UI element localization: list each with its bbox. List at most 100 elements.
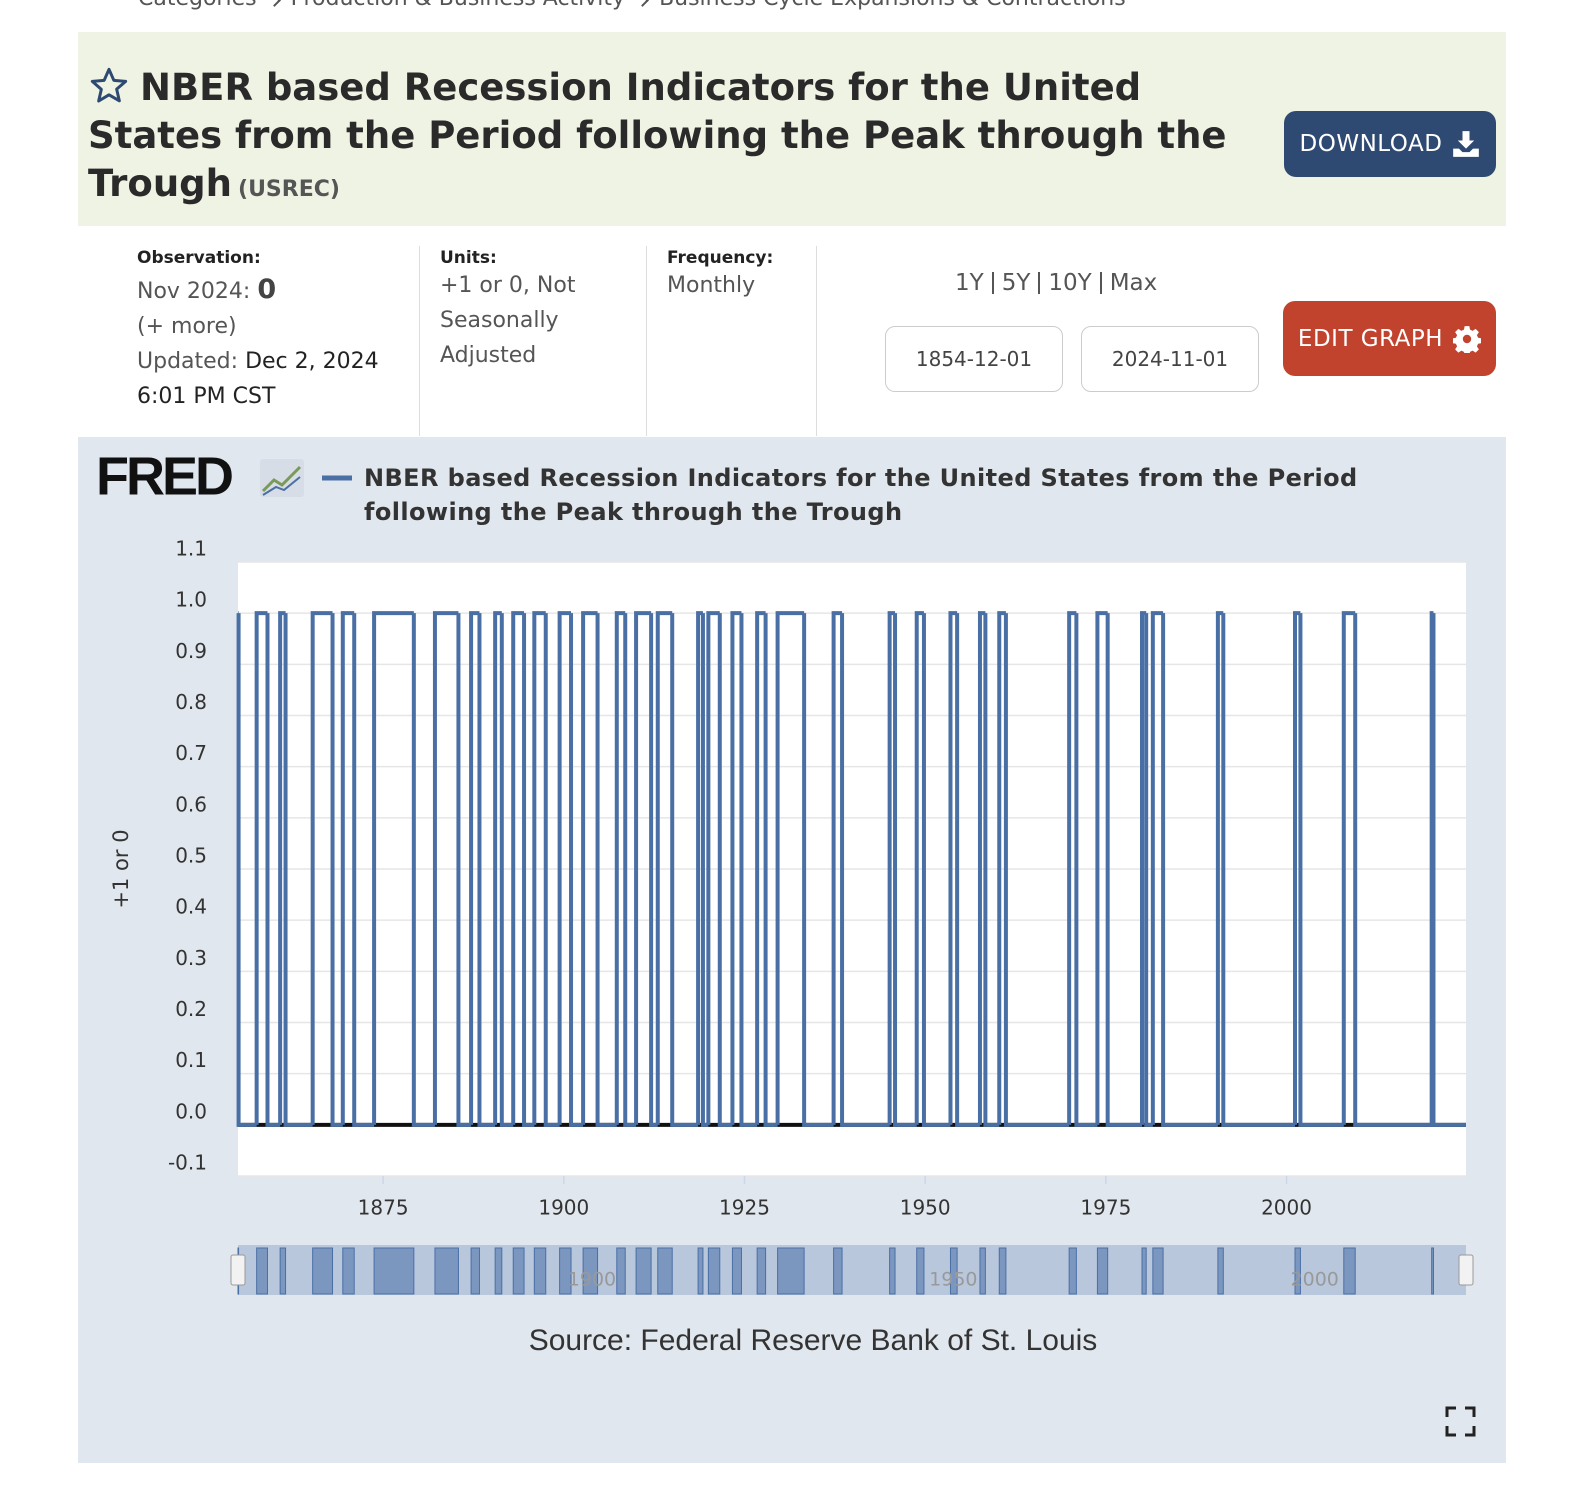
navigator-area: [777, 1247, 805, 1295]
title-text: NBER based Recession Indicators for the …: [88, 66, 1227, 205]
start-date[interactable]: 1854-12-01: [885, 326, 1063, 392]
series-step: [1150, 611, 1164, 1125]
navigator[interactable]: [238, 1245, 1466, 1295]
series-step: [614, 611, 626, 1125]
series-step: [372, 611, 414, 1125]
series-step: [1221, 613, 1295, 1127]
chart: FRED +1 or 0 Source: Federal Reserve Ban…: [96, 446, 1476, 1437]
series-step: [1067, 611, 1077, 1125]
y-tick-label: 1.0: [175, 588, 207, 612]
units-value: +1 or 0, Not Seasonally Adjusted: [440, 273, 576, 368]
navigator-area: [889, 1247, 896, 1295]
breadcrumb: Categories Production & Business Activity…: [138, 0, 1160, 11]
series-step: [532, 611, 546, 1125]
range-button[interactable]: Max: [1099, 272, 1166, 295]
series-step: [955, 613, 980, 1127]
series-step: [511, 611, 525, 1125]
navigator-area: [582, 1247, 599, 1295]
series-step: [997, 611, 1006, 1125]
navigator-area: [1217, 1247, 1224, 1295]
updated-label: Updated:: [137, 349, 239, 374]
series-step: [775, 611, 805, 1125]
series-step: [477, 613, 496, 1127]
series-step: [655, 611, 673, 1125]
y-tick-label: 0.3: [175, 946, 207, 970]
range-buttons: 1Y 5Y 10Y Max: [955, 270, 1165, 296]
end-date[interactable]: 2024-11-01: [1081, 326, 1259, 392]
observation-value: 0: [257, 274, 277, 305]
more-link[interactable]: (+ more): [137, 314, 237, 339]
navigator-area: [1431, 1247, 1434, 1295]
series-step: [1298, 613, 1344, 1127]
navigator-tick-label: 1900: [568, 1269, 616, 1291]
series-title: NBER based Recession Indicators for the …: [88, 64, 1273, 214]
series-step: [670, 613, 699, 1127]
series-step: [948, 611, 958, 1125]
series-step: [1431, 613, 1466, 1127]
series-step: [623, 613, 637, 1127]
label: Frequency:: [667, 248, 774, 268]
navigator-area: [470, 1247, 480, 1295]
series-step: [581, 611, 598, 1125]
fullscreen-icon[interactable]: [1445, 1406, 1476, 1437]
download-button[interactable]: DOWNLOAD: [1284, 111, 1496, 177]
divider: [816, 246, 817, 436]
series-step: [543, 613, 560, 1127]
x-tick-label: 2000: [1261, 1196, 1312, 1220]
y-axis-title: +1 or 0: [109, 829, 133, 908]
breadcrumb-link[interactable]: Production & Business Activity: [291, 0, 625, 11]
download-label: DOWNLOAD: [1299, 131, 1443, 157]
label: Observation:: [137, 248, 261, 268]
edit-graph-button[interactable]: EDIT GRAPH: [1283, 301, 1496, 376]
source: Source: Federal Reserve Bank of St. Loui…: [529, 1324, 1098, 1357]
x-tick-label: 1925: [719, 1196, 770, 1220]
y-tick-label: 0.1: [175, 1048, 207, 1072]
series-step: [730, 611, 742, 1125]
series-step: [914, 611, 924, 1125]
breadcrumb-link[interactable]: Business Cycle Expansions & Contractions: [659, 0, 1126, 11]
series-step: [755, 611, 766, 1125]
navigator-area: [533, 1247, 547, 1295]
range-button[interactable]: 1Y: [955, 270, 984, 296]
series-step: [469, 611, 480, 1125]
x-tick-label: 1875: [358, 1196, 409, 1220]
chart-panel: FRED +1 or 0 Source: Federal Reserve Ban…: [78, 437, 1506, 1463]
series-step: [763, 613, 778, 1127]
navigator-area: [1294, 1247, 1301, 1295]
y-tick-label: 0.0: [175, 1099, 207, 1123]
navigator-area: [559, 1247, 572, 1295]
y-tick-label: 0.7: [175, 741, 207, 765]
series-step: [499, 613, 514, 1127]
series-step: [310, 611, 333, 1125]
navigator-area: [279, 1247, 287, 1295]
favorite-star[interactable]: [88, 66, 130, 106]
observation: Observation: Nov 2024: 0 (+ more) Update…: [137, 248, 407, 414]
series-step: [893, 613, 917, 1127]
series-step: [352, 613, 375, 1127]
navigator-handle[interactable]: [1458, 1254, 1474, 1286]
updated-value: Dec 2, 2024 6:01 PM CST: [137, 349, 379, 409]
series-step: [254, 611, 268, 1125]
x-tick-label: 1975: [1080, 1196, 1131, 1220]
series-step: [1003, 613, 1070, 1127]
navigator-handle[interactable]: [230, 1254, 246, 1286]
series-step: [983, 613, 1000, 1127]
series-step: [340, 611, 355, 1125]
series-step: [265, 613, 281, 1127]
series-step: [1105, 613, 1142, 1127]
range-button[interactable]: 10Y: [1038, 272, 1099, 295]
breadcrumb-link[interactable]: Categories: [138, 0, 257, 11]
logo-icon: [260, 459, 304, 497]
series-step: [802, 613, 834, 1127]
range-button[interactable]: 5Y: [991, 272, 1039, 295]
navigator-area: [998, 1247, 1007, 1295]
series-step: [557, 611, 572, 1125]
navigator-tick-label: 1950: [929, 1269, 977, 1291]
series-step: [522, 613, 535, 1127]
navigator-area: [635, 1247, 652, 1295]
series-step: [634, 611, 652, 1125]
navigator-area: [697, 1247, 704, 1295]
series-step: [706, 611, 720, 1125]
y-tick-label: 0.2: [175, 997, 207, 1021]
